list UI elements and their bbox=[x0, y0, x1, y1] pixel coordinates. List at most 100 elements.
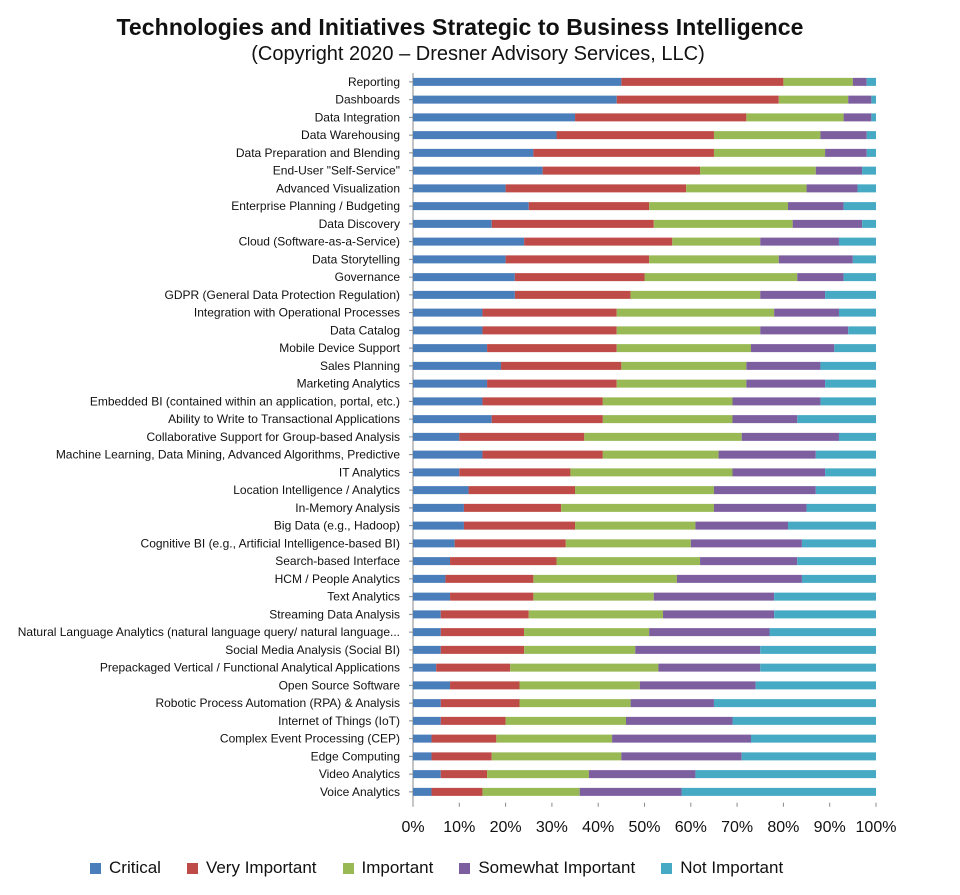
category-label: Prepackaged Vertical / Functional Analyt… bbox=[100, 661, 400, 675]
bar-segment-not-important bbox=[862, 219, 876, 228]
bar-segment-somewhat-important bbox=[778, 255, 853, 264]
bar-segment-somewhat-important bbox=[732, 468, 826, 477]
bar-segment-not-important bbox=[866, 77, 876, 86]
bar-segment-very-important bbox=[491, 415, 603, 424]
bar-segment-not-important bbox=[681, 787, 876, 796]
bar-segment-somewhat-important bbox=[612, 734, 751, 743]
x-tick-label: 100% bbox=[856, 819, 897, 836]
bar-segment-somewhat-important bbox=[690, 539, 802, 548]
bar-segment-critical bbox=[413, 716, 441, 725]
bar-segment-critical bbox=[413, 663, 437, 672]
bar-segment-critical bbox=[413, 681, 451, 690]
bar-segment-important bbox=[505, 716, 626, 725]
category-label: Video Analytics bbox=[319, 767, 400, 781]
x-tick-label: 10% bbox=[443, 819, 475, 836]
bar-segment-important bbox=[575, 521, 696, 530]
bar-segment-important bbox=[561, 503, 714, 512]
bar-segment-very-important bbox=[431, 734, 497, 743]
bar-segment-somewhat-important bbox=[639, 681, 756, 690]
bar-segment-very-important bbox=[468, 486, 576, 495]
category-label: Machine Learning, Data Mining, Advanced … bbox=[56, 448, 401, 462]
bar-segment-critical bbox=[413, 184, 506, 193]
category-label: Enterprise Planning / Budgeting bbox=[231, 199, 400, 213]
bar-segment-important bbox=[482, 787, 580, 796]
bar-segment-somewhat-important bbox=[700, 557, 798, 566]
bar-segment-important bbox=[686, 184, 807, 193]
bar-segment-somewhat-important bbox=[676, 574, 802, 583]
bar-segment-not-important bbox=[755, 681, 876, 690]
category-label: Open Source Software bbox=[279, 678, 401, 692]
bar-segment-critical bbox=[413, 77, 622, 86]
category-label: Streaming Data Analysis bbox=[269, 607, 400, 621]
x-tick-label: 20% bbox=[490, 819, 522, 836]
bar-segment-critical bbox=[413, 219, 492, 228]
bar-segment-very-important bbox=[487, 344, 617, 353]
legend-label: Critical bbox=[109, 858, 161, 877]
legend-swatch bbox=[459, 862, 471, 874]
bar-segment-important bbox=[533, 592, 654, 601]
bar-segment-critical bbox=[413, 166, 543, 175]
category-label: Internet of Things (IoT) bbox=[278, 714, 400, 728]
category-label: Integration with Operational Processes bbox=[194, 306, 400, 320]
bar-segment-not-important bbox=[843, 202, 876, 211]
category-label: Advanced Visualization bbox=[276, 181, 400, 195]
bar-segment-somewhat-important bbox=[825, 148, 867, 157]
bar-segment-not-important bbox=[713, 699, 876, 708]
bar-segment-somewhat-important bbox=[788, 202, 844, 211]
bar-segment-important bbox=[700, 166, 816, 175]
bar-segment-important bbox=[510, 663, 659, 672]
bar-segment-critical bbox=[413, 148, 534, 157]
bar-segment-somewhat-important bbox=[625, 716, 733, 725]
bar-segment-important bbox=[524, 628, 650, 637]
bar-segment-critical bbox=[413, 752, 432, 761]
bar-segment-somewhat-important bbox=[797, 273, 844, 282]
chart-title: Technologies and Initiatives Strategic t… bbox=[116, 14, 804, 40]
bar-segment-somewhat-important bbox=[848, 95, 872, 104]
bar-segment-not-important bbox=[815, 486, 876, 495]
bar-segment-not-important bbox=[820, 361, 876, 370]
bar-segment-critical bbox=[413, 290, 515, 299]
category-label: Marketing Analytics bbox=[297, 377, 400, 391]
bar-segment-important bbox=[621, 361, 747, 370]
bar-segment-very-important bbox=[440, 610, 529, 619]
bar-segment-critical bbox=[413, 486, 469, 495]
bar-segment-critical bbox=[413, 202, 529, 211]
bar-segment-very-important bbox=[436, 663, 511, 672]
bar-segment-not-important bbox=[750, 734, 876, 743]
category-label: Sales Planning bbox=[320, 359, 400, 373]
bar-segment-not-important bbox=[732, 716, 876, 725]
category-label: Complex Event Processing (CEP) bbox=[220, 732, 400, 746]
bar-segment-somewhat-important bbox=[815, 166, 863, 175]
bar-segment-very-important bbox=[500, 361, 622, 370]
bar-segment-somewhat-important bbox=[746, 379, 826, 388]
bar-segment-somewhat-important bbox=[750, 344, 835, 353]
legend-item: Important bbox=[342, 858, 433, 878]
x-tick-label: 50% bbox=[628, 819, 660, 836]
bar-segment-critical bbox=[413, 770, 441, 779]
bar-segment-somewhat-important bbox=[852, 77, 867, 86]
x-tick-label: 80% bbox=[767, 819, 799, 836]
bar-segment-very-important bbox=[454, 539, 566, 548]
legend-swatch bbox=[90, 862, 101, 874]
chart-subtitle: (Copyright 2020 – Dresner Advisory Servi… bbox=[251, 43, 705, 65]
legend-item: Not Important bbox=[661, 858, 783, 878]
category-label: Mobile Device Support bbox=[279, 341, 400, 355]
bar-segment-somewhat-important bbox=[732, 397, 821, 406]
bar-segment-very-important bbox=[440, 770, 488, 779]
category-label: Data Preparation and Blending bbox=[236, 146, 400, 160]
bar-segment-somewhat-important bbox=[621, 752, 742, 761]
bar-segment-important bbox=[602, 397, 733, 406]
x-tick-label: 70% bbox=[721, 819, 753, 836]
category-label: IT Analytics bbox=[339, 465, 400, 479]
bar-segment-critical bbox=[413, 574, 446, 583]
bar-segment-critical bbox=[413, 450, 483, 459]
bar-segment-important bbox=[524, 645, 636, 654]
legend-label: Somewhat Important bbox=[478, 858, 636, 877]
category-label: Data Storytelling bbox=[312, 252, 400, 266]
bar-segment-not-important bbox=[820, 397, 876, 406]
legend-swatch bbox=[186, 862, 198, 874]
bar-segment-important bbox=[602, 415, 733, 424]
bar-segment-very-important bbox=[616, 95, 779, 104]
bar-segment-very-important bbox=[440, 645, 525, 654]
bar-segment-critical bbox=[413, 113, 576, 122]
